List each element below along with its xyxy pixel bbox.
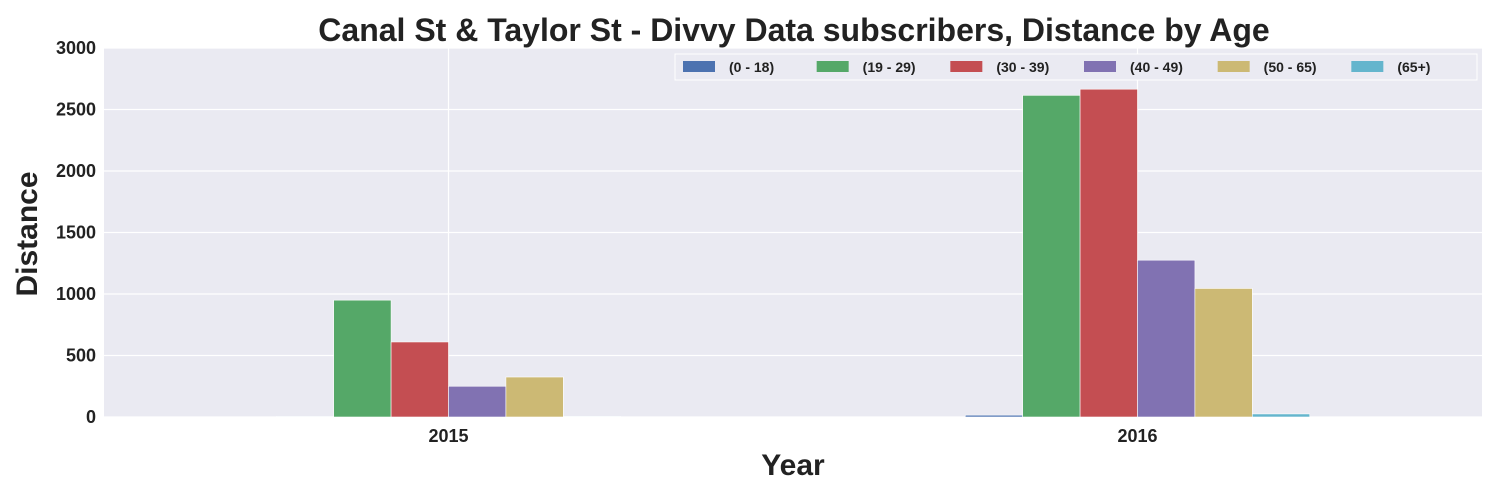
legend-swatch: [950, 61, 983, 72]
legend-swatch: [1217, 61, 1250, 72]
y-tick-label: 1500: [56, 223, 96, 243]
y-tick-label: 0: [86, 407, 96, 427]
y-tick-label: 500: [66, 346, 96, 366]
bar: [1194, 288, 1253, 418]
bar: [563, 416, 622, 418]
bar: [505, 376, 564, 418]
y-axis-ticks: 0 500 1000 1500 2000 2500 3000: [56, 38, 96, 427]
y-tick-label: 3000: [56, 38, 96, 58]
x-axis-label: Year: [761, 449, 825, 482]
legend-label: (40 - 49): [1130, 59, 1183, 75]
bar: [390, 341, 449, 418]
bar: [333, 299, 392, 418]
legend-swatch: [1351, 61, 1384, 72]
bar: [448, 385, 507, 418]
legend-box: [674, 53, 1478, 81]
x-tick-label: 2016: [1117, 426, 1157, 446]
x-tick-label: 2015: [428, 426, 468, 446]
legend-swatch: [816, 61, 849, 72]
legend: (0 - 18) (19 - 29) (30 - 39) (40 - 49) (50 -…: [674, 53, 1478, 81]
bar: [1079, 88, 1138, 418]
legend-label: (30 - 39): [996, 59, 1049, 75]
legend-label: (19 - 29): [863, 59, 916, 75]
x-axis-ticks: 2015 2016: [428, 426, 1157, 446]
y-axis-label: Distance: [11, 171, 44, 296]
chart-title: Canal St & Taylor St - Divvy Data subscr…: [318, 12, 1269, 48]
bars: [275, 88, 1311, 418]
bar: [275, 416, 334, 418]
legend-swatch: [1084, 61, 1116, 72]
y-tick-label: 2500: [56, 100, 96, 120]
legend-label: (50 - 65): [1264, 59, 1317, 75]
bar: [1252, 413, 1311, 418]
legend-swatch: [683, 61, 715, 72]
legend-label: (65+): [1397, 59, 1430, 75]
bar: [1022, 95, 1081, 418]
legend-label: (0 - 18): [729, 59, 774, 75]
bar: [964, 414, 1023, 418]
y-tick-label: 2000: [56, 161, 96, 181]
bar: [1137, 259, 1196, 418]
y-tick-label: 1000: [56, 284, 96, 304]
